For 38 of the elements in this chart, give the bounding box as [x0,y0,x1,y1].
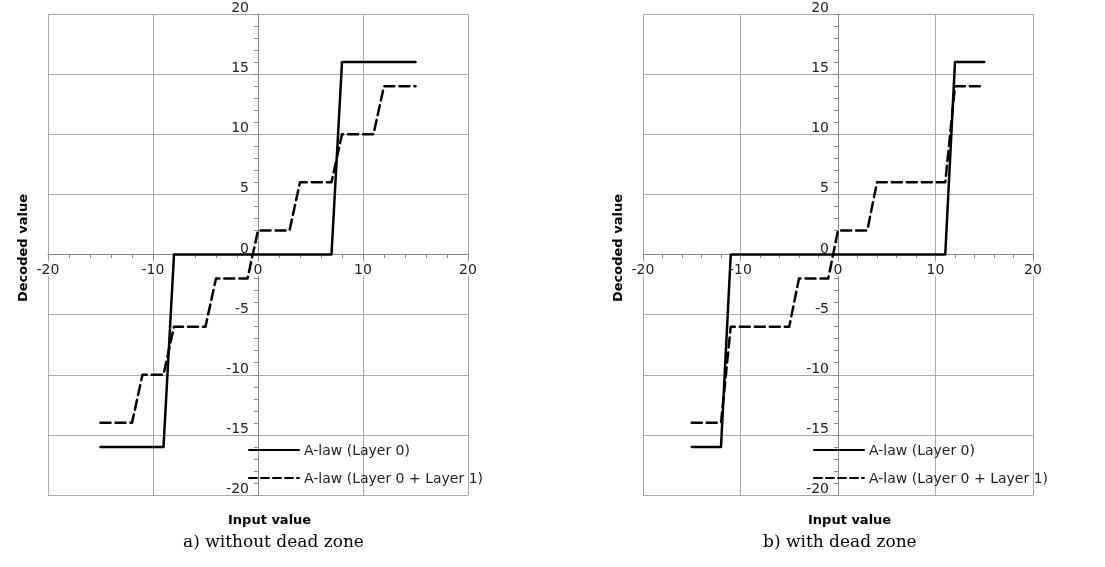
x-tick-label: -20 [36,261,60,277]
legend-label: A-law (Layer 0) [303,442,410,458]
x-tick-label: -10 [141,261,165,277]
y-axis-title: Decoded value [610,193,625,302]
x-tick-label: 0 [253,261,263,277]
y-tick-label: -5 [235,299,249,316]
x-tick-label: 10 [926,261,945,277]
y-tick-label: -20 [806,480,829,496]
legend-label: A-law (Layer 0 + Layer 1) [868,470,1048,486]
y-tick-label: 15 [231,59,249,76]
legend-label: A-law (Layer 0) [868,442,975,458]
x-tick-label: 0 [833,261,843,277]
y-tick-label: -20 [226,480,249,496]
x-tick-label: 20 [459,261,477,277]
y-tick-label: 0 [240,239,249,256]
y-tick-label: 20 [811,0,829,15]
x-axis-title: Input value [808,512,892,527]
y-tick-label: 5 [820,179,829,196]
y-tick-label: -10 [806,359,829,376]
y-axis-title: Decoded value [15,193,30,302]
text: a) without dead zone [183,530,364,551]
y-tick-label: 10 [231,119,249,136]
y-tick-label: -15 [226,419,249,436]
legend-label: A-law (Layer 0 + Layer 1) [303,470,483,486]
y-tick-label: 5 [240,179,249,196]
text: b) with dead zone [763,530,917,551]
x-tick-label: -20 [631,261,655,277]
y-tick-label: -15 [806,419,829,436]
y-tick-label: 20 [231,0,249,15]
y-tick-label: 15 [811,59,829,76]
y-tick-label: -10 [226,359,249,376]
x-axis-title: Input value [228,512,312,527]
x-tick-label: -10 [729,261,752,277]
y-tick-label: 10 [811,119,829,136]
y-tick-label: 0 [820,239,829,256]
y-tick-label: -5 [815,299,829,316]
x-tick-label: 20 [1024,261,1042,277]
x-tick-label: 10 [354,261,372,277]
